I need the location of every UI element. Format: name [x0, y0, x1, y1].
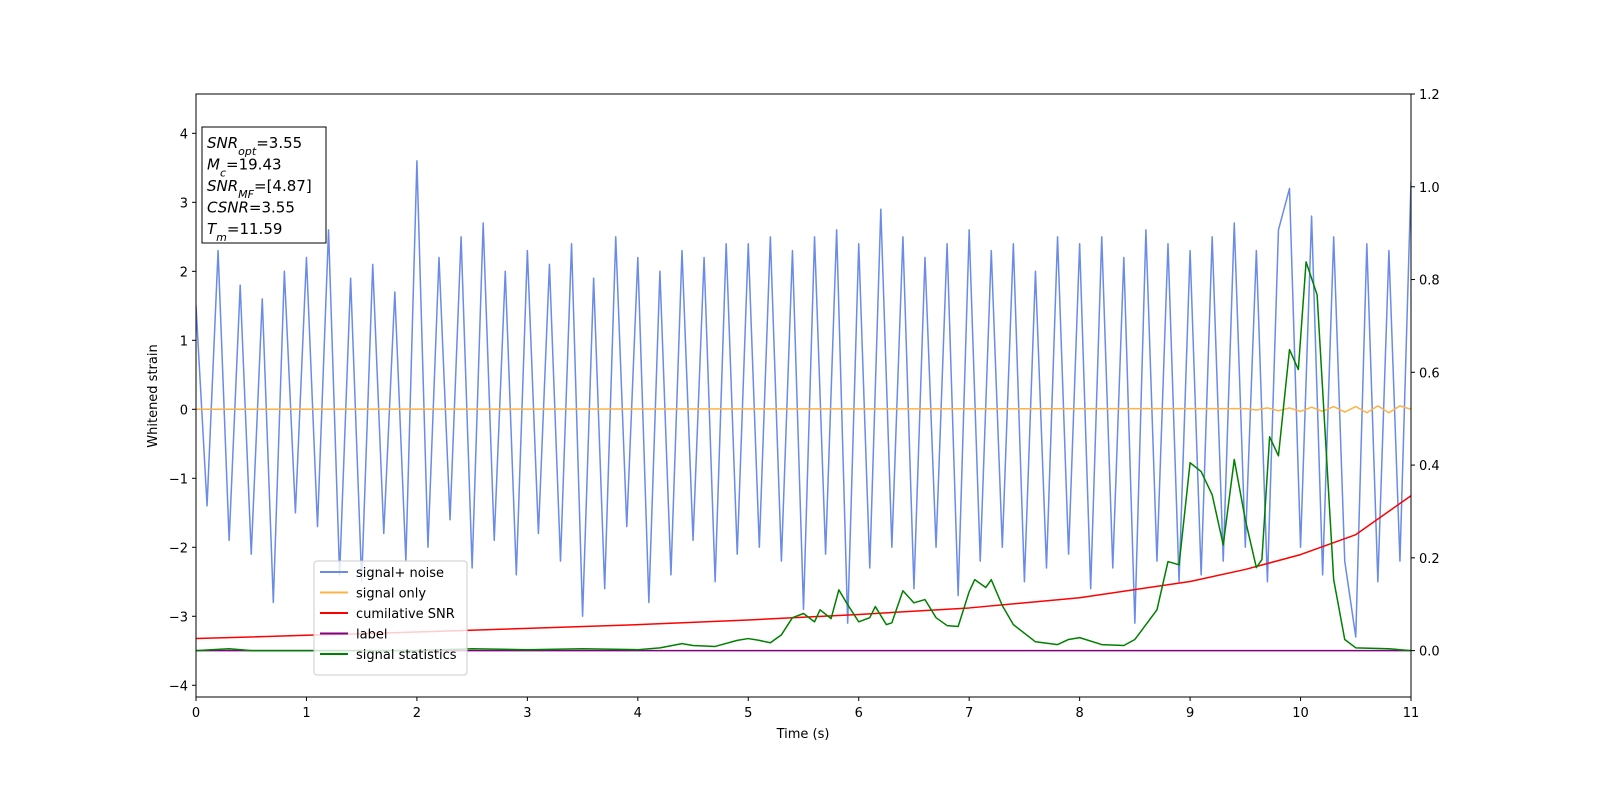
annotation-box: SNRopt=3.55Mc=19.43SNRMF=[4.87]CSNR=3.55…	[201, 126, 327, 244]
x-tick-label: 4	[634, 706, 642, 721]
x-tick-label: 0	[192, 706, 200, 721]
x-tick-label: 2	[413, 706, 421, 721]
annotation-subscript: opt	[238, 145, 257, 158]
y-tick-label: 2	[180, 265, 188, 280]
annotation-symbol: SNR	[207, 177, 238, 195]
y-tick-label: −4	[169, 679, 188, 694]
axes-frame	[195, 93, 1412, 698]
y-tick-label: 1	[180, 334, 188, 349]
annotation-value: =3.55	[256, 134, 302, 152]
annotation-symbol: T	[207, 220, 218, 238]
legend-label: signal only	[356, 587, 426, 602]
x-tick-label: 8	[1075, 706, 1083, 721]
y2-tick-label: 1.2	[1419, 88, 1440, 103]
legend-label: signal+ noise	[356, 566, 444, 581]
x-tick-label: 10	[1292, 706, 1309, 721]
y2-tick-label: 0.2	[1419, 552, 1440, 567]
y2-tick-label: 0.0	[1419, 645, 1440, 660]
y-tick-label: −2	[169, 541, 188, 556]
x-tick-label: 11	[1403, 706, 1420, 721]
x-tick-label: 1	[302, 706, 310, 721]
annotation-subscript: m	[216, 231, 227, 244]
annotation-symbol: SNR	[207, 134, 238, 152]
annotation-value: =3.55	[249, 199, 295, 217]
x-axis-label: Time (s)	[776, 727, 830, 742]
annotation-value: =19.43	[226, 156, 282, 174]
annotation-line: Mc=19.43	[207, 156, 282, 180]
x-tick-label: 3	[523, 706, 531, 721]
series-line	[196, 405, 1411, 414]
y-tick-label: 3	[180, 196, 188, 211]
x-tick-label: 7	[965, 706, 973, 721]
y-axis-label: Whitened strain	[146, 344, 161, 447]
legend-label: signal statistics	[356, 648, 457, 663]
x-tick-label: 6	[855, 706, 863, 721]
annotation-symbol: CSNR	[207, 199, 249, 217]
y2-tick-label: 0.6	[1419, 366, 1440, 381]
annotation-value: =11.59	[227, 220, 283, 238]
y-tick-label: 4	[180, 127, 188, 142]
annotation-symbol: M	[207, 156, 220, 174]
annotation-subscript: c	[220, 166, 226, 179]
y2-tick-label: 1.0	[1419, 181, 1440, 196]
annotation-subscript: MF	[238, 188, 254, 201]
series-line	[196, 160, 1411, 638]
y-tick-label: 0	[180, 403, 188, 418]
annotation-frame	[201, 126, 327, 244]
y-tick-label: −3	[169, 610, 188, 625]
annotation-line: CSNR=3.55	[207, 199, 295, 217]
y-tick-label: −1	[169, 472, 188, 487]
legend-label: label	[356, 628, 387, 643]
x-tick-label: 5	[744, 706, 752, 721]
annotation-line: SNRMF=[4.87]	[207, 177, 312, 201]
y2-tick-label: 0.4	[1419, 459, 1440, 474]
annotation-line: Tm=11.59	[207, 220, 282, 244]
x-tick-label: 9	[1186, 706, 1194, 721]
annotation-value: =[4.87]	[254, 177, 312, 195]
legend: signal+ noise signal only cumilative SNR la…	[313, 560, 468, 676]
y2-tick-label: 0.8	[1419, 274, 1440, 289]
series-line	[196, 261, 1411, 652]
legend-label: cumilative SNR	[356, 607, 455, 622]
annotation-line: SNRopt=3.55	[207, 134, 302, 158]
legend-frame	[313, 560, 468, 676]
